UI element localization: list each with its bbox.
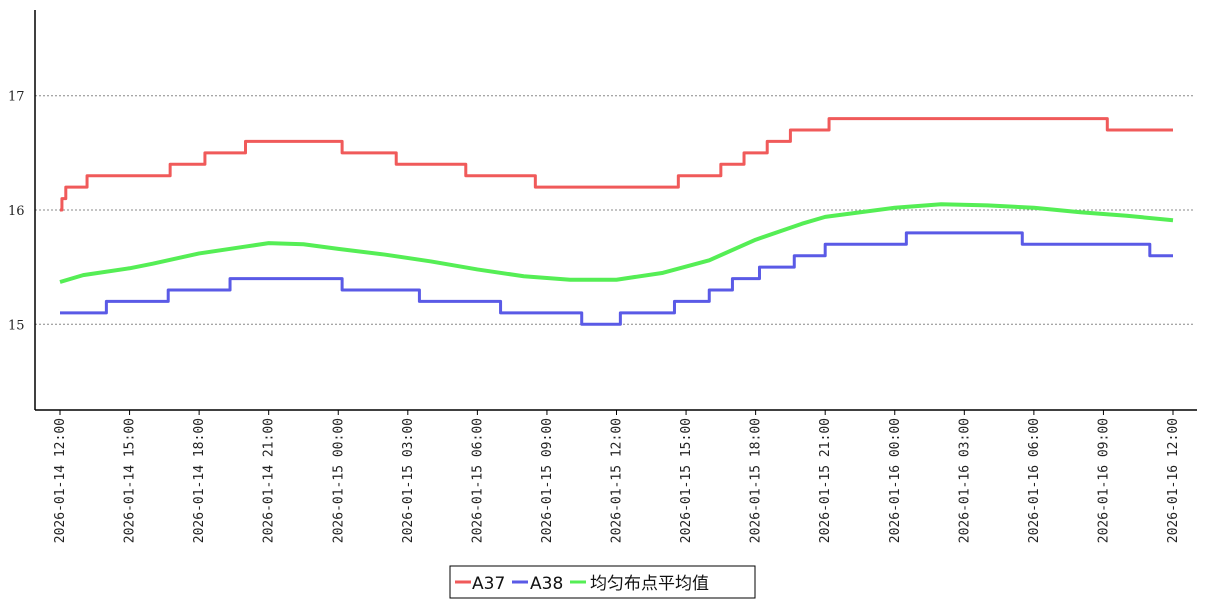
x-tick-label-3: 2026-01-14 21:00 xyxy=(262,418,277,543)
x-tick-label-1: 2026-01-14 15:00 xyxy=(123,418,138,543)
x-tick-label-11: 2026-01-15 21:00 xyxy=(818,418,833,543)
legend: A37 A38 均匀布点平均值 xyxy=(449,565,756,599)
x-tick-label-10: 2026-01-15 18:00 xyxy=(749,418,764,543)
x-tick-label-15: 2026-01-16 09:00 xyxy=(1096,418,1111,543)
x-tick-label-6: 2026-01-15 06:00 xyxy=(470,418,485,543)
x-tick-label-4: 2026-01-15 00:00 xyxy=(331,418,346,543)
x-tick-label-14: 2026-01-16 06:00 xyxy=(1027,418,1042,543)
legend-label-1: A37 xyxy=(472,574,505,594)
x-tick-label-9: 2026-01-15 15:00 xyxy=(679,418,694,543)
x-tick-label-12: 2026-01-16 00:00 xyxy=(888,418,903,543)
x-tick-label-2: 2026-01-14 18:00 xyxy=(192,418,207,543)
series-line-1 xyxy=(60,117,1173,212)
legend-box xyxy=(449,565,756,599)
y-tick-label-16: 16 xyxy=(8,204,25,219)
x-tick-label-13: 2026-01-16 03:00 xyxy=(957,418,972,543)
legend-label-2: A38 xyxy=(530,574,563,594)
x-tick-labels: 2026-01-14 12:00 2026-01-14 15:00 2026-01-… xyxy=(53,410,1181,543)
series-lines xyxy=(59,117,1174,326)
y-tick-label-15: 15 xyxy=(8,318,25,333)
x-tick-label-0: 2026-01-14 12:00 xyxy=(53,418,68,543)
x-tick-label-5: 2026-01-15 03:00 xyxy=(401,418,416,543)
x-tick-label-16: 2026-01-16 12:00 xyxy=(1166,418,1181,543)
x-tick-label-8: 2026-01-15 12:00 xyxy=(610,418,625,543)
legend-label-3: 均匀布点平均值 xyxy=(590,574,709,594)
series-line-3 xyxy=(59,202,1174,284)
x-tick-label-7: 2026-01-15 09:00 xyxy=(540,418,555,543)
y-tick-label-17: 17 xyxy=(8,90,25,105)
series-line-2 xyxy=(60,231,1173,326)
y-tick-labels: 15 16 17 xyxy=(8,90,25,334)
